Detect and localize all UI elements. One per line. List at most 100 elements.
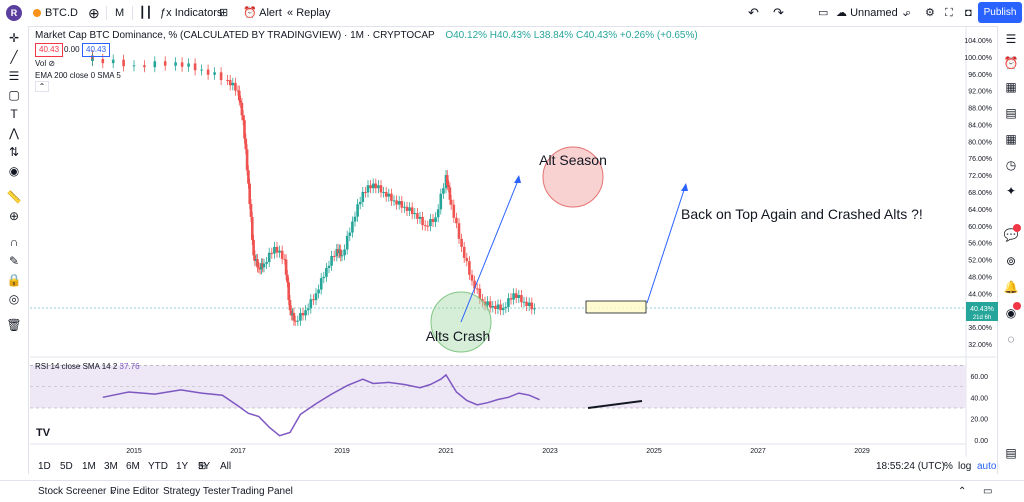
trash-icon[interactable]: 🗑 xyxy=(6,318,22,332)
candle-body xyxy=(517,295,521,298)
log-toggle[interactable]: log xyxy=(958,461,972,472)
timeframe-1y[interactable]: 1Y xyxy=(176,461,189,472)
candle-body xyxy=(299,312,302,321)
object-tree-icon[interactable]: ▤ xyxy=(1005,446,1017,460)
tab-stock-screener[interactable]: Stock Screener ⌄ xyxy=(38,481,118,502)
prediction-icon[interactable]: ⇅ xyxy=(8,145,20,159)
trendline-icon[interactable]: ╱ xyxy=(10,50,18,64)
rsi-tick: 0.00 xyxy=(974,438,988,445)
ruler-icon[interactable]: 📏 xyxy=(6,190,22,204)
tab-pine-editor[interactable]: Pine Editor xyxy=(110,486,159,497)
auto-toggle[interactable]: auto xyxy=(977,461,997,472)
alts-crash-circle[interactable] xyxy=(430,291,492,353)
magnet-icon[interactable]: ∩ xyxy=(9,235,19,249)
templates-icon[interactable]: ⊞ xyxy=(219,7,229,19)
notifications-icon[interactable]: 🔔 xyxy=(1003,280,1019,294)
interval-button[interactable]: M xyxy=(115,7,125,19)
collapse-icon[interactable]: ⌃ xyxy=(35,81,49,92)
live-icon[interactable]: ◉ xyxy=(1003,302,1021,321)
help-icon[interactable]: ◌ xyxy=(1007,332,1015,346)
indicators-button[interactable]: ƒx Indicators xyxy=(160,0,222,26)
timeframe-1d[interactable]: 1D xyxy=(38,461,51,472)
tab-trading-panel[interactable]: Trading Panel xyxy=(231,486,293,497)
ideas-icon[interactable]: ◷ xyxy=(1005,158,1017,172)
fullscreen-icon[interactable]: ⛶ xyxy=(945,7,953,19)
text-icon[interactable]: T xyxy=(10,107,18,121)
symbol-search[interactable]: BTC.D xyxy=(33,0,78,26)
candle-body xyxy=(200,69,203,71)
undo-icon[interactable]: ↶ xyxy=(748,5,759,20)
horizontal-lines-icon[interactable]: ☰ xyxy=(8,69,20,83)
ema-legend: EMA 200 close 0 SMA 5 xyxy=(35,71,121,80)
zoom-in-icon[interactable]: ⊕ xyxy=(8,209,20,223)
search-icon[interactable]: ⌕ xyxy=(905,7,912,19)
camera-icon[interactable]: ◘ xyxy=(965,7,972,19)
maximize-icon[interactable]: ▭ xyxy=(983,486,993,497)
timeframe-3m[interactable]: 3M xyxy=(104,461,118,472)
chevron-up-icon[interactable]: ⌃ xyxy=(958,486,967,497)
price-box-sell[interactable]: 40.43 xyxy=(35,43,64,57)
tab-strategy-tester[interactable]: Strategy Tester xyxy=(163,486,231,497)
alarm-clock-icon[interactable]: ⏰ xyxy=(1003,56,1019,70)
timeframe-ytd[interactable]: YTD xyxy=(148,461,168,472)
hide-drawings-icon[interactable]: ◎ xyxy=(8,292,20,306)
rsi-legend-label: RSI 14 close SMA 14 2 xyxy=(35,362,118,371)
rectangle-icon[interactable]: ▢ xyxy=(8,88,20,102)
candle-body xyxy=(364,192,367,193)
annotation-alts-crash[interactable]: Alts Crash xyxy=(426,328,491,344)
rsi-trendline[interactable] xyxy=(587,400,643,409)
percent-toggle[interactable]: % xyxy=(944,461,953,472)
pattern-icon[interactable]: ⋀ xyxy=(9,126,19,140)
candles-icon[interactable]: ┃┃ xyxy=(139,7,153,19)
price-box-buy[interactable]: 40.43 xyxy=(82,43,111,57)
candle-body xyxy=(314,293,318,301)
redo-icon[interactable]: ↷ xyxy=(773,5,784,20)
alert-button[interactable]: ⏰ Alert xyxy=(243,0,282,26)
rsi-legend: RSI 14 close SMA 14 2 37.76 xyxy=(35,362,140,371)
timeframe-5d[interactable]: 5D xyxy=(60,461,73,472)
data-window-icon[interactable]: ▦ xyxy=(1005,80,1017,94)
crosshair-icon[interactable]: ✛ xyxy=(8,31,20,45)
projection-arrow[interactable] xyxy=(646,186,686,304)
clock-display[interactable]: 18:55:24 (UTC) xyxy=(876,461,945,472)
hotlist-icon[interactable]: ▤ xyxy=(1005,106,1017,120)
layout-name[interactable]: ☁ Unnamed ⌄ xyxy=(836,0,910,26)
compare-plus-icon[interactable]: ⊕ xyxy=(88,5,100,21)
alt-season-circle[interactable] xyxy=(542,146,604,208)
calendar-icon[interactable]: ▦ xyxy=(1005,132,1017,146)
annotation-alt-season[interactable]: Alt Season xyxy=(539,152,607,168)
candle-body xyxy=(470,274,474,281)
uptrend-arrow[interactable] xyxy=(460,177,520,323)
timeframe-bar: 1D 5D 1M 3M 6M YTD 1Y 5Y All ⊞ 18:55:24 (UTC) % … xyxy=(28,457,998,477)
lock-icon[interactable]: 🔒 xyxy=(6,273,22,287)
streams-icon[interactable]: ⊚ xyxy=(1005,254,1017,268)
candle-body xyxy=(431,219,435,222)
price-tick: 40.00% xyxy=(968,308,992,315)
gear-icon[interactable]: ⚙ xyxy=(925,7,935,19)
eye-icon[interactable]: ◉ xyxy=(8,164,20,178)
candle-body xyxy=(527,302,531,306)
candle-body xyxy=(353,216,357,222)
annotation-back-on-top[interactable]: Back on Top Again and Crashed Alts ?! xyxy=(681,206,923,222)
candle-body xyxy=(91,56,94,60)
layout-icon[interactable]: ▭ xyxy=(818,7,829,19)
timeframe-6m[interactable]: 6M xyxy=(126,461,140,472)
date-range-icon[interactable]: ⊞ xyxy=(198,461,207,472)
price-tick: 88.00% xyxy=(968,106,992,113)
candle-body xyxy=(249,204,253,217)
consolidation-box[interactable] xyxy=(585,300,647,314)
user-avatar-icon[interactable]: R xyxy=(6,5,22,21)
timeframe-1m[interactable]: 1M xyxy=(82,461,96,472)
candle-body xyxy=(345,235,349,250)
news-icon[interactable]: ✦ xyxy=(1005,184,1017,198)
timeframe-5y[interactable]: 5Y xyxy=(198,461,211,472)
timeframe-all[interactable]: All xyxy=(220,461,232,472)
candle-body xyxy=(473,280,476,289)
replay-button[interactable]: « Replay xyxy=(287,0,330,26)
candle-body xyxy=(234,82,237,91)
pencil-lock-icon[interactable]: ✎ xyxy=(8,254,20,268)
watchlist-icon[interactable]: ☰ xyxy=(1005,32,1017,46)
chat-icon[interactable]: 💬 xyxy=(1003,224,1021,243)
publish-button[interactable]: Publish xyxy=(978,2,1022,23)
